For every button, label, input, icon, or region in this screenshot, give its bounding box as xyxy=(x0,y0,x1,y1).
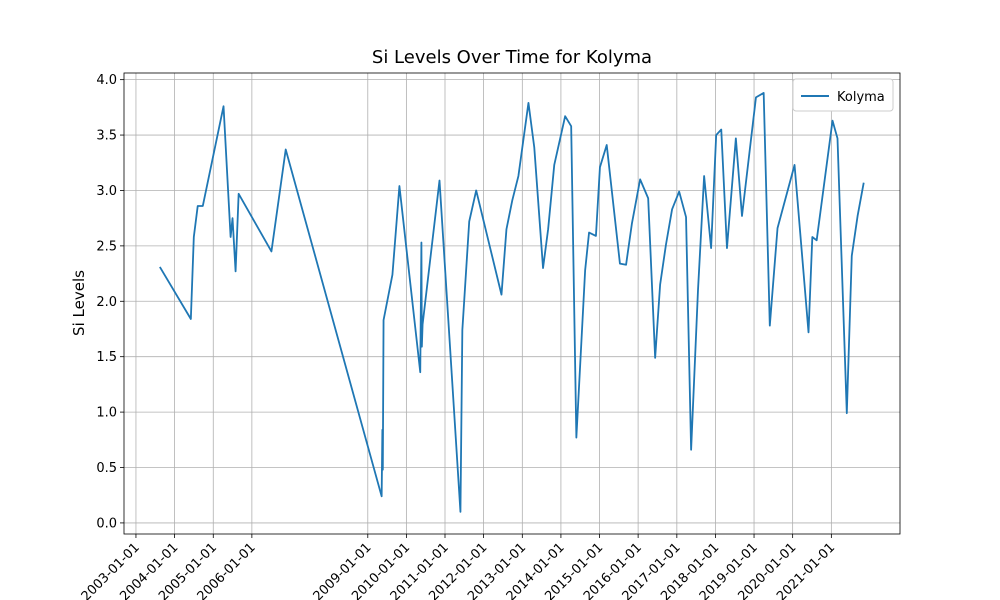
y-tick-label: 4.0 xyxy=(96,73,117,88)
y-tick-label: 0.0 xyxy=(96,516,117,531)
legend-label: Kolyma xyxy=(837,90,885,105)
plot-frame xyxy=(123,72,901,535)
y-tick-label: 3.5 xyxy=(96,129,117,144)
y-tick-label: 1.0 xyxy=(96,406,117,421)
y-tick-label: 0.5 xyxy=(96,461,117,476)
chart-title: Si Levels Over Time for Kolyma xyxy=(372,47,652,68)
y-tick-label: 2.5 xyxy=(96,239,117,254)
data-line xyxy=(159,92,865,513)
y-tick-label: 1.5 xyxy=(96,350,117,365)
y-tick-label: 3.0 xyxy=(96,184,117,199)
legend-box xyxy=(792,78,894,112)
y-axis-label: Si Levels xyxy=(70,270,88,336)
y-tick-label: 2.0 xyxy=(96,295,117,310)
